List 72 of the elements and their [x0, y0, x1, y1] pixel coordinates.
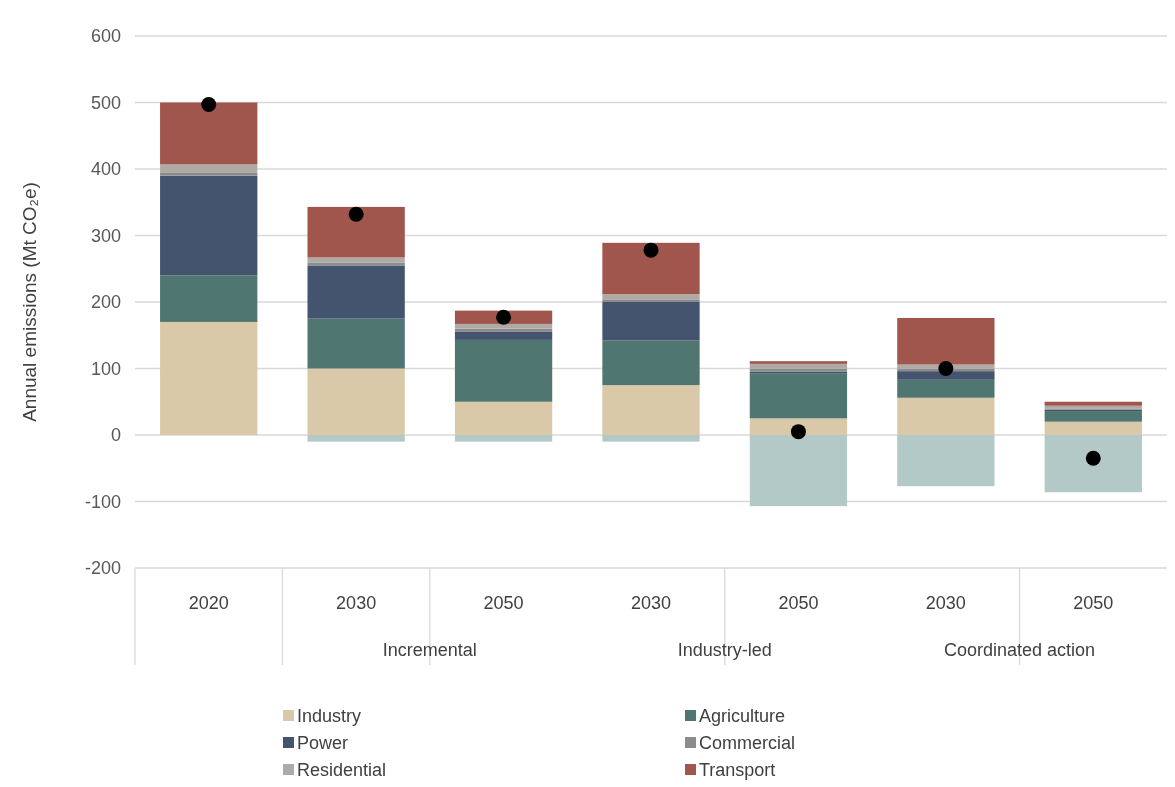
text: Incremental — [382, 640, 477, 661]
x-tick-label: 2030 — [630, 593, 672, 614]
text: Industry-led — [677, 640, 772, 661]
y-tick-label: 400 — [90, 159, 121, 180]
x-tick-label: 2050 — [778, 593, 819, 614]
y-tick-label: 300 — [90, 225, 121, 246]
bar — [749, 435, 848, 507]
legend-label: Agriculture — [699, 706, 786, 727]
legend-label: Power — [297, 733, 349, 754]
point — [348, 206, 364, 222]
point — [643, 242, 659, 258]
bar — [749, 363, 848, 369]
legend-label: Commercial — [699, 733, 796, 754]
point — [496, 309, 512, 325]
bar — [454, 328, 553, 332]
bar — [602, 299, 700, 302]
y-tick-label: 0 — [110, 425, 121, 446]
bar — [454, 435, 553, 442]
y-tick-label: -100 — [84, 491, 121, 512]
legend-label: Residential — [297, 760, 387, 781]
point — [790, 424, 806, 440]
point — [938, 361, 954, 376]
bar — [454, 323, 553, 329]
bar — [160, 175, 258, 276]
bar — [307, 257, 405, 263]
bar — [307, 318, 405, 369]
bar — [454, 339, 553, 402]
bar — [749, 418, 848, 435]
bar — [749, 361, 848, 364]
y-tick-label: -200 — [84, 558, 121, 579]
bar — [897, 435, 995, 487]
bar — [602, 340, 700, 386]
bar — [1044, 421, 1142, 435]
bar — [160, 172, 258, 176]
y-axis-title: Annual emissions (Mt CO₂e) — [19, 182, 40, 422]
point — [201, 97, 217, 112]
bar — [602, 302, 700, 341]
bar — [454, 401, 553, 435]
bar — [160, 102, 258, 165]
y-tick-label: 100 — [90, 358, 121, 379]
bar — [897, 397, 995, 435]
bar — [307, 206, 405, 258]
x-tick-label: 2030 — [336, 593, 377, 614]
bar — [897, 379, 995, 398]
bar — [454, 331, 553, 340]
bar — [307, 435, 405, 442]
y-tick-label: 200 — [90, 292, 121, 313]
x-tick-label: 2030 — [925, 593, 966, 614]
bar — [160, 275, 258, 322]
bar — [307, 368, 405, 435]
x-tick-label: 2050 — [1073, 593, 1114, 614]
text: Coordinated action — [944, 640, 1096, 661]
x-tick-label: 2020 — [188, 593, 229, 614]
legend-label: Transport — [699, 760, 776, 781]
point — [1085, 450, 1101, 466]
bar — [897, 371, 995, 380]
bar — [602, 242, 700, 295]
bar — [1044, 435, 1142, 493]
bar — [602, 385, 700, 435]
bar — [897, 317, 995, 365]
bar — [602, 294, 700, 300]
bar — [1044, 411, 1142, 422]
legend-label: Industry — [297, 706, 362, 727]
x-tick-label: 2050 — [483, 593, 524, 614]
bar — [749, 373, 848, 419]
bar — [160, 164, 258, 173]
y-tick-label: 600 — [90, 26, 121, 47]
bar — [602, 435, 700, 442]
bar — [307, 265, 405, 319]
bar — [160, 321, 258, 435]
bar — [1044, 401, 1142, 406]
y-tick-label: 500 — [90, 92, 121, 113]
